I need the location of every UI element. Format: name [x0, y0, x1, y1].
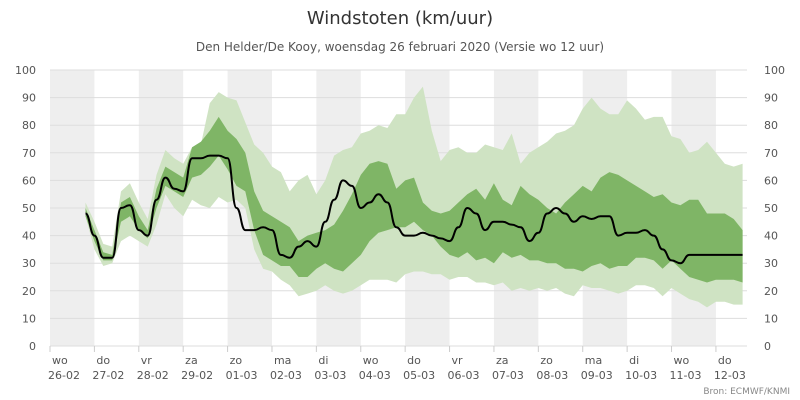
x-tick-date-2: 28-02: [137, 369, 169, 382]
y-tick-right-40: 40: [764, 230, 778, 243]
x-tick-date-4: 01-03: [226, 369, 258, 382]
x-tick-date-11: 08-03: [536, 369, 568, 382]
y-tick-right-80: 80: [764, 119, 778, 132]
x-tick-day-7: wo: [363, 354, 379, 367]
y-tick-left-10: 10: [22, 312, 36, 325]
x-tick-date-0: 26-02: [48, 369, 80, 382]
x-tick-day-0: wo: [52, 354, 68, 367]
x-tick-date-5: 02-03: [270, 369, 302, 382]
x-tick-date-14: 11-03: [670, 369, 702, 382]
x-tick-day-6: di: [318, 354, 328, 367]
chart-credit: Bron: ECMWF/KNMI: [703, 387, 790, 397]
y-tick-right-90: 90: [764, 92, 778, 105]
x-tick-date-10: 07-03: [492, 369, 524, 382]
x-tick-date-15: 12-03: [714, 369, 746, 382]
y-tick-left-20: 20: [22, 285, 36, 298]
y-tick-right-70: 70: [764, 147, 778, 160]
x-tick-date-9: 06-03: [448, 369, 480, 382]
x-tick-day-15: do: [718, 354, 732, 367]
x-tick-date-7: 04-03: [359, 369, 391, 382]
y-tick-left-30: 30: [22, 257, 36, 270]
chart-title: Windstoten (km/uur): [307, 8, 493, 29]
y-tick-right-100: 100: [764, 64, 785, 77]
y-tick-right-60: 60: [764, 174, 778, 187]
x-tick-date-13: 10-03: [625, 369, 657, 382]
y-tick-right-10: 10: [764, 312, 778, 325]
y-tick-left-50: 50: [22, 202, 36, 215]
x-tick-day-3: za: [185, 354, 198, 367]
y-tick-left-0: 0: [29, 340, 36, 353]
y-tick-right-30: 30: [764, 257, 778, 270]
x-tick-day-10: za: [496, 354, 509, 367]
x-tick-day-11: zo: [540, 354, 553, 367]
x-tick-day-1: do: [96, 354, 110, 367]
inner-band: [85, 116, 743, 283]
x-tick-date-1: 27-02: [92, 369, 124, 382]
x-tick-day-14: wo: [674, 354, 690, 367]
x-tick-day-9: vr: [452, 354, 464, 367]
chart-subtitle: Den Helder/De Kooy, woensdag 26 februari…: [196, 40, 604, 54]
x-axis: wo 26-02 do 27-02 vr 28-02 za 29-02 zo 01-03 ma 02-…: [48, 346, 746, 382]
x-tick-day-2: vr: [141, 354, 153, 367]
x-tick-date-3: 29-02: [181, 369, 213, 382]
y-tick-right-50: 50: [764, 202, 778, 215]
x-tick-day-4: zo: [230, 354, 243, 367]
y-tick-left-90: 90: [22, 92, 36, 105]
x-tick-day-8: do: [407, 354, 421, 367]
y-tick-left-70: 70: [22, 147, 36, 160]
y-tick-left-100: 100: [15, 64, 36, 77]
x-tick-date-12: 09-03: [581, 369, 613, 382]
y-tick-right-0: 0: [764, 340, 771, 353]
x-tick-day-13: di: [629, 354, 639, 367]
y-tick-right-20: 20: [764, 285, 778, 298]
uncertainty-bands: [85, 86, 743, 308]
median-line: [84, 154, 743, 265]
x-tick-day-5: ma: [274, 354, 291, 367]
y-axis-right: 0 10 20 30 40 50 60 70 80 90 100: [764, 64, 785, 353]
x-tick-day-12: ma: [585, 354, 602, 367]
y-tick-left-40: 40: [22, 230, 36, 243]
x-tick-date-8: 05-03: [403, 369, 435, 382]
x-tick-date-6: 03-03: [314, 369, 346, 382]
y-axis-left: 0 10 20 30 40 50 60 70 80 90 100: [15, 64, 36, 353]
median-line-group: [84, 154, 743, 265]
y-tick-left-60: 60: [22, 174, 36, 187]
y-tick-left-80: 80: [22, 119, 36, 132]
